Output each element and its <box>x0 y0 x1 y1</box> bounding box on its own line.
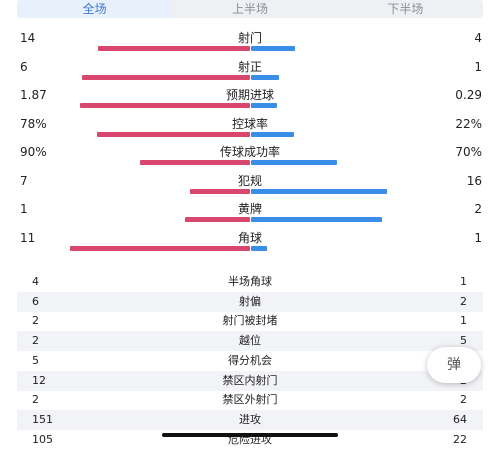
home-value: 7 <box>20 173 28 188</box>
home-value: 14 <box>20 31 36 45</box>
home-bar <box>82 74 250 80</box>
away-value: 0.29 <box>455 88 482 102</box>
away-value: 64 <box>453 412 467 426</box>
stat-row: 90% 传球成功率 70% <box>0 144 500 172</box>
stat-label: 得分机会 <box>228 353 272 367</box>
home-indicator <box>162 433 338 437</box>
away-value: 2 <box>460 393 467 407</box>
away-value: 1 <box>460 314 467 328</box>
stat-label: 射门 <box>237 31 262 45</box>
stat-row: 14 射门 4 <box>0 30 500 58</box>
away-value: 1 <box>460 275 467 288</box>
away-value: 1 <box>474 59 482 74</box>
home-value: 2 <box>32 393 39 407</box>
away-value: 70% <box>455 145 482 159</box>
stat-label: 预期进球 <box>225 88 274 102</box>
home-value: 90% <box>20 145 47 159</box>
table-row: 151 进攻 64 <box>17 409 483 430</box>
home-bar <box>70 245 250 251</box>
table-row: 2 禁区外射门 2 <box>17 390 483 410</box>
home-value: 151 <box>32 412 53 426</box>
stat-label: 半场角球 <box>228 275 272 288</box>
stat-row: 78% 控球率 22% <box>0 116 500 144</box>
away-value: 2 <box>474 202 482 216</box>
home-value: 5 <box>32 353 39 367</box>
stat-label: 进攻 <box>239 412 261 426</box>
home-value: 2 <box>32 334 39 348</box>
stat-row: 1.87 预期进球 0.29 <box>0 87 500 115</box>
away-value: 22% <box>455 116 482 131</box>
table-row: 2 射门被封堵 1 <box>17 311 483 331</box>
stat-label: 射门被封堵 <box>222 314 278 328</box>
away-value: 4 <box>474 31 482 45</box>
home-bar <box>190 188 250 194</box>
home-bar <box>97 131 250 137</box>
home-value: 4 <box>32 275 39 288</box>
home-value: 6 <box>20 59 28 74</box>
away-bar <box>251 74 279 80</box>
away-bar <box>251 160 337 165</box>
away-value: 5 <box>460 334 467 348</box>
stat-row: 11 角球 1 <box>0 230 500 258</box>
table-row: 2 越位 5 <box>17 331 483 352</box>
stat-label: 控球率 <box>231 116 268 131</box>
away-bar <box>251 103 277 108</box>
stat-label: 角球 <box>237 230 262 245</box>
away-value: 1 <box>474 230 482 245</box>
stat-label: 犯规 <box>237 173 262 188</box>
stat-label: 射偏 <box>239 294 261 308</box>
period-tabs: 全场 上半场 下半场 <box>17 0 483 18</box>
home-value: 6 <box>32 294 39 308</box>
home-value: 11 <box>20 230 36 245</box>
stat-label: 黄牌 <box>237 202 262 216</box>
home-value: 1.87 <box>20 88 47 102</box>
stat-label: 禁区内射门 <box>222 373 278 387</box>
away-bar <box>251 217 382 222</box>
home-value: 78% <box>20 116 47 131</box>
stat-label: 越位 <box>239 334 261 348</box>
tab-full-match[interactable]: 全场 <box>17 0 173 18</box>
away-bar <box>251 188 387 194</box>
stat-row: 7 犯规 16 <box>0 173 500 201</box>
away-value: 16 <box>466 173 482 188</box>
stat-label: 射正 <box>237 59 262 74</box>
home-value: 1 <box>20 202 28 216</box>
stat-row: 6 射正 1 <box>0 59 500 87</box>
table-row: 4 半场角球 1 <box>17 272 483 292</box>
away-bar <box>251 46 295 51</box>
home-bar <box>80 103 250 108</box>
stat-row: 1 黄牌 2 <box>0 201 500 229</box>
away-value: 2 <box>460 294 467 308</box>
stat-label: 传球成功率 <box>219 145 280 159</box>
home-bar <box>185 217 250 222</box>
tab-first-half[interactable]: 上半场 <box>231 2 268 16</box>
home-bar <box>98 46 250 51</box>
home-bar <box>140 160 250 165</box>
stat-label: 禁区外射门 <box>222 393 278 407</box>
tab-second-half[interactable]: 下半场 <box>387 2 424 16</box>
danmaku-button[interactable]: 弹 <box>427 347 481 383</box>
home-value: 2 <box>32 314 39 328</box>
away-bar <box>251 245 267 251</box>
away-bar <box>251 131 294 137</box>
table-row: 6 射偏 2 <box>17 291 483 312</box>
table-row: 5得分机会2 <box>17 351 483 371</box>
home-value: 12 <box>32 373 46 387</box>
